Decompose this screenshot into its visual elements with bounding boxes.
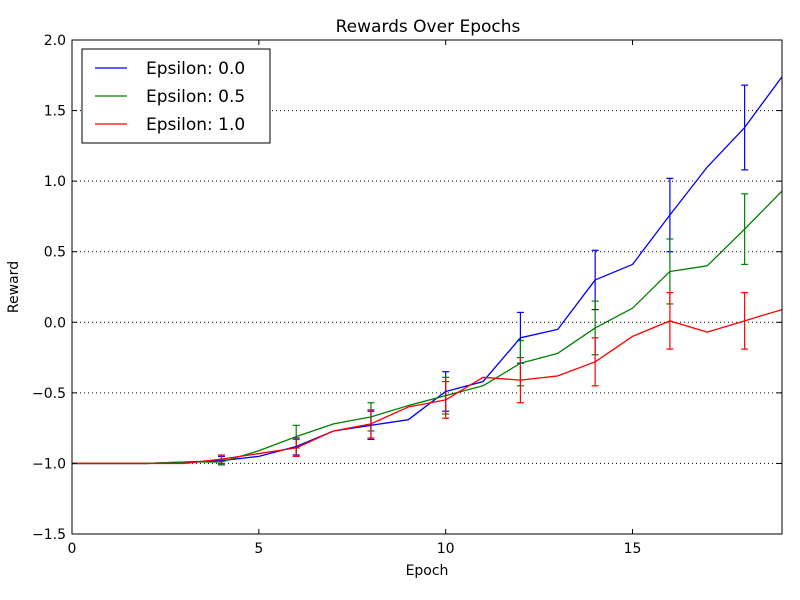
series-lines — [72, 76, 783, 465]
x-tick-label: 15 — [624, 541, 642, 557]
axis-ticks — [71, 39, 782, 535]
x-tick-label: 5 — [254, 541, 263, 557]
y-tick-label: −1.0 — [32, 456, 66, 472]
y-tick-label: 1.5 — [44, 104, 66, 120]
y-tick-labels: −1.5 −1.0 −0.5 0.0 0.5 1.0 1.5 2.0 — [32, 33, 66, 543]
series-line — [72, 190, 783, 465]
y-tick-label: −0.5 — [32, 386, 66, 402]
y-tick-label: 0.5 — [44, 245, 66, 261]
y-tick-label: 2.0 — [44, 33, 66, 49]
y-axis-title: Reward — [6, 261, 22, 313]
y-tick-label: 0.0 — [44, 315, 66, 331]
x-tick-labels: 0 5 10 15 — [68, 541, 642, 557]
x-tick-label: 0 — [68, 541, 77, 557]
legend: Epsilon: 0.0 Epsilon: 0.5 Epsilon: 1.0 — [81, 48, 271, 144]
y-tick-label: −1.5 — [32, 527, 66, 543]
plot-frame — [71, 39, 783, 535]
series-line — [72, 308, 783, 465]
y-tick-label: 1.0 — [44, 174, 66, 190]
legend-label: Epsilon: 0.0 — [146, 59, 245, 79]
chart-title: Rewards Over Epochs — [336, 17, 521, 37]
legend-label: Epsilon: 1.0 — [146, 115, 245, 135]
x-tick-label: 10 — [437, 541, 455, 557]
x-axis-title: Epoch — [406, 563, 449, 579]
legend-label: Epsilon: 0.5 — [146, 87, 245, 107]
